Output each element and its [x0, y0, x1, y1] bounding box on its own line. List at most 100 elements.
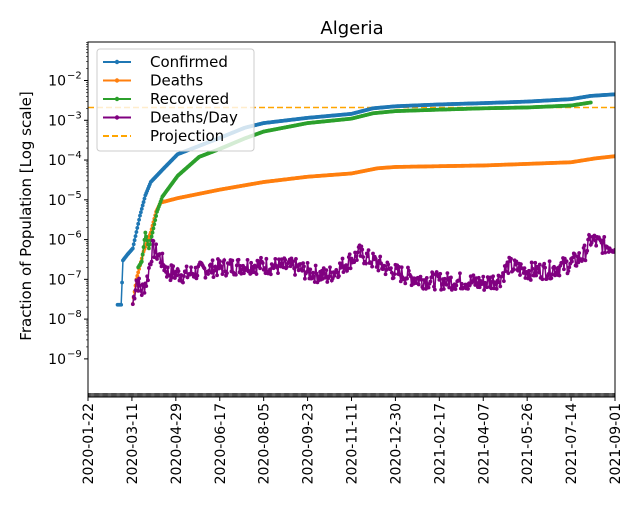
y-tick-exponent: −3 [67, 110, 82, 121]
data-point [181, 274, 186, 279]
data-point [222, 258, 227, 263]
data-point [206, 272, 210, 276]
data-point [593, 238, 598, 243]
data-point [489, 286, 494, 291]
data-point [337, 274, 341, 278]
data-point [277, 261, 282, 266]
data-point [566, 269, 571, 273]
data-point [432, 284, 436, 289]
y-tick-label: 10 [48, 153, 66, 169]
data-point [273, 256, 278, 261]
data-point [275, 265, 280, 270]
data-point [301, 261, 306, 266]
data-point [148, 262, 153, 267]
data-point [570, 259, 574, 264]
y-tick-exponent: −5 [67, 190, 82, 201]
legend-marker [114, 115, 120, 120]
data-point [530, 266, 535, 271]
data-point [423, 278, 427, 283]
data-point [365, 254, 370, 259]
data-point [432, 287, 437, 292]
data-point [567, 265, 572, 270]
data-point [211, 275, 216, 280]
data-point [308, 267, 313, 272]
data-point [154, 242, 159, 247]
data-point [406, 265, 410, 270]
data-point [509, 256, 513, 261]
data-point [217, 259, 222, 263]
data-point [603, 250, 608, 255]
data-point [302, 264, 306, 269]
data-point [348, 266, 353, 271]
data-point [141, 245, 146, 249]
data-point [249, 260, 254, 265]
data-point [130, 302, 135, 307]
x-tick-label: 2020-08-05 [257, 403, 273, 484]
data-point [233, 272, 238, 277]
data-point [311, 270, 315, 275]
data-point [389, 266, 393, 271]
data-point [476, 275, 481, 280]
data-point [154, 214, 159, 218]
data-point [399, 265, 404, 270]
data-point [202, 266, 207, 271]
data-point [135, 226, 140, 230]
data-point [219, 266, 224, 270]
data-point [258, 266, 262, 271]
data-point [459, 281, 464, 286]
data-point [139, 259, 144, 264]
data-point [536, 266, 540, 271]
data-point [506, 271, 511, 276]
data-point [245, 258, 250, 262]
data-point [546, 272, 551, 276]
legend-label: Projection [150, 127, 224, 145]
data-point [149, 234, 154, 239]
legend-label: Recovered [150, 90, 229, 108]
data-point [522, 266, 527, 271]
x-tick-label: 2020-12-30 [388, 403, 404, 484]
data-point [203, 275, 208, 280]
data-point [354, 254, 358, 259]
data-point [138, 289, 143, 293]
data-point [152, 222, 157, 227]
data-point [493, 282, 498, 286]
data-point [305, 261, 310, 265]
x-tick-label: 2020-01-22 [81, 403, 97, 484]
data-point [183, 270, 188, 275]
data-point [466, 286, 470, 291]
data-point [540, 277, 545, 282]
data-point [158, 260, 163, 265]
data-point [458, 271, 462, 276]
data-point [544, 277, 549, 281]
data-point [322, 271, 327, 276]
legend-label: Deaths [150, 72, 203, 90]
data-point [380, 267, 385, 272]
data-point [135, 273, 140, 278]
data-point [391, 275, 396, 280]
data-point [238, 263, 243, 268]
data-point [195, 273, 200, 278]
data-point [184, 264, 189, 269]
data-point [498, 284, 503, 289]
data-point [142, 291, 147, 295]
data-point [405, 276, 409, 281]
data-point [325, 280, 330, 284]
y-tick-label: 10 [48, 233, 66, 249]
data-point [277, 257, 281, 262]
data-point [557, 273, 562, 278]
y-tick-exponent: −6 [67, 230, 82, 241]
data-point [484, 282, 488, 286]
data-point [527, 273, 532, 278]
data-point [324, 268, 329, 272]
data-point [144, 234, 149, 239]
y-tick-exponent: −8 [67, 309, 82, 320]
data-point [181, 280, 185, 285]
data-point [378, 254, 383, 259]
x-tick-label: 2020-09-23 [301, 403, 317, 484]
data-point [341, 270, 346, 275]
data-point [500, 274, 504, 279]
data-point [313, 263, 318, 268]
data-point [588, 100, 593, 105]
